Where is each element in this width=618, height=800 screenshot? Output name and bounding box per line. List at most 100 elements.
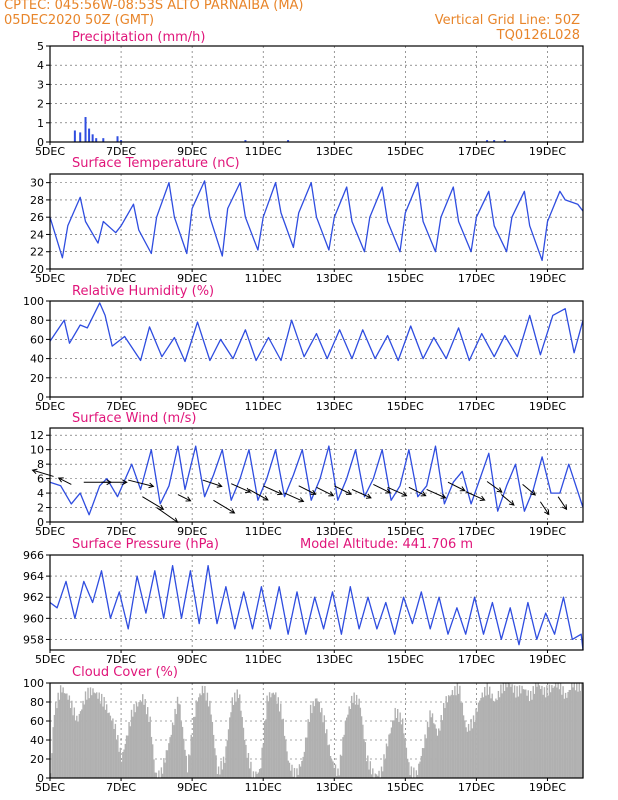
cloud-bar	[375, 774, 378, 778]
cloud-bar	[568, 689, 571, 778]
cloud-bar	[69, 707, 72, 778]
precip-bar	[84, 117, 87, 142]
x-tick-label: 19DEC	[529, 272, 566, 285]
cloud-bar	[88, 698, 90, 778]
cloud-bar	[186, 772, 189, 778]
cloud-bar	[210, 714, 212, 778]
x-tick-label: 13DEC	[316, 145, 353, 158]
cloud-bar	[262, 744, 265, 778]
cloud-bar	[471, 728, 474, 778]
cloud-bar	[104, 709, 107, 778]
cloud-bar	[518, 685, 521, 778]
cloud-bar	[460, 702, 462, 778]
y-tick-label: 20	[30, 372, 44, 385]
cloud-bar	[549, 692, 552, 778]
y-tick-label: 0	[37, 772, 44, 785]
cloud-bar	[403, 733, 405, 778]
wind-arrow	[298, 485, 316, 495]
cloud-bar	[523, 689, 526, 778]
panel-humidity: 0 20 40 60 80 100 5DEC 7DEC 9DEC 11DEC 13DEC 15DEC 1…	[23, 284, 584, 413]
cloud-bar	[107, 713, 109, 778]
cloud-bar	[502, 683, 505, 778]
cloud-bar	[359, 707, 362, 778]
cloud-bar	[482, 697, 485, 778]
cloud-bar	[450, 694, 452, 778]
cloud-bar	[297, 774, 299, 778]
x-tick-label: 11DEC	[245, 145, 282, 158]
cloud-bar	[353, 692, 355, 778]
cloud-bar	[114, 723, 117, 778]
cloud-bar	[59, 685, 62, 778]
cloud-bar	[538, 685, 541, 778]
cloud-bar	[442, 703, 445, 778]
cloud-bar	[532, 686, 534, 778]
cloud-bar	[174, 708, 176, 778]
cloud-bar	[341, 755, 343, 778]
wind-arrow-head	[298, 497, 305, 503]
x-tick-label: 13DEC	[316, 272, 353, 285]
cloud-bar	[328, 744, 330, 778]
panel-title: Relative Humidity (%)	[72, 284, 214, 299]
cloud-bar	[383, 754, 385, 778]
wind-arrow	[351, 489, 372, 499]
precip-bar	[116, 136, 119, 142]
wind-arrow-head	[401, 491, 408, 497]
wind-arrow-head	[122, 479, 128, 486]
y-tick-label: 100	[23, 677, 44, 690]
cloud-bar	[577, 691, 579, 778]
x-tick-label: 19DEC	[529, 400, 566, 413]
cloud-bar	[313, 706, 316, 778]
wind-arrow-head	[328, 491, 335, 497]
cloud-bar	[321, 707, 323, 778]
wind-arrow	[408, 486, 426, 497]
cloud-bar	[507, 683, 510, 778]
cloud-bar	[553, 686, 556, 778]
cloud-bar	[551, 685, 553, 778]
cloud-bar	[339, 754, 342, 778]
x-tick-label: 9DEC	[177, 400, 207, 413]
y-tick-label: 80	[30, 314, 44, 327]
x-tick-label: 13DEC	[316, 400, 353, 413]
cloud-bar	[396, 708, 399, 778]
y-tick-label: 0	[37, 136, 44, 149]
cloud-bar	[395, 718, 398, 778]
cloud-bar	[150, 736, 153, 778]
series-line	[49, 180, 584, 262]
cloud-bar	[245, 744, 247, 778]
cloud-bar	[280, 703, 282, 778]
cloud-bar	[435, 728, 437, 778]
cloud-bar	[220, 760, 222, 778]
cloud-bar	[139, 700, 141, 778]
cloud-bar	[74, 721, 77, 778]
cloud-bar	[76, 715, 78, 778]
cloud-bar	[272, 692, 275, 778]
cloud-bar	[360, 716, 363, 778]
cloud-bar	[408, 762, 410, 778]
cloud-bar	[556, 687, 558, 778]
cloud-bar	[56, 708, 58, 778]
cloud-bar	[492, 700, 495, 778]
cloud-bar	[380, 766, 383, 778]
wind-arrow-head	[508, 500, 515, 506]
cloud-bar	[61, 692, 63, 778]
x-tick-label: 11DEC	[245, 653, 282, 666]
x-tick-label: 15DEC	[387, 653, 424, 666]
cloud-bar	[311, 713, 313, 778]
cloud-bar	[230, 712, 232, 778]
cloud-bar	[362, 724, 364, 778]
cloud-bar	[221, 769, 224, 778]
x-tick-label: 17DEC	[458, 525, 495, 538]
panel-precipitation: 0 1 2 3 4 5 5DEC 7DEC 9DEC 11DEC 13DEC 15DEC 17DEC 19…	[35, 30, 584, 158]
cloud-bar	[193, 716, 195, 778]
cloud-bar	[540, 688, 542, 778]
cloud-bar	[537, 683, 539, 778]
cloud-bar	[441, 720, 444, 778]
wind-arrow-head	[496, 487, 503, 493]
cloud-bar	[168, 743, 170, 778]
cloud-bar	[128, 722, 130, 778]
cloud-bar	[302, 756, 304, 778]
y-tick-label: 6	[37, 473, 44, 486]
cloud-bar	[178, 703, 180, 778]
cloud-bar	[530, 690, 532, 778]
cloud-bar	[209, 700, 211, 778]
